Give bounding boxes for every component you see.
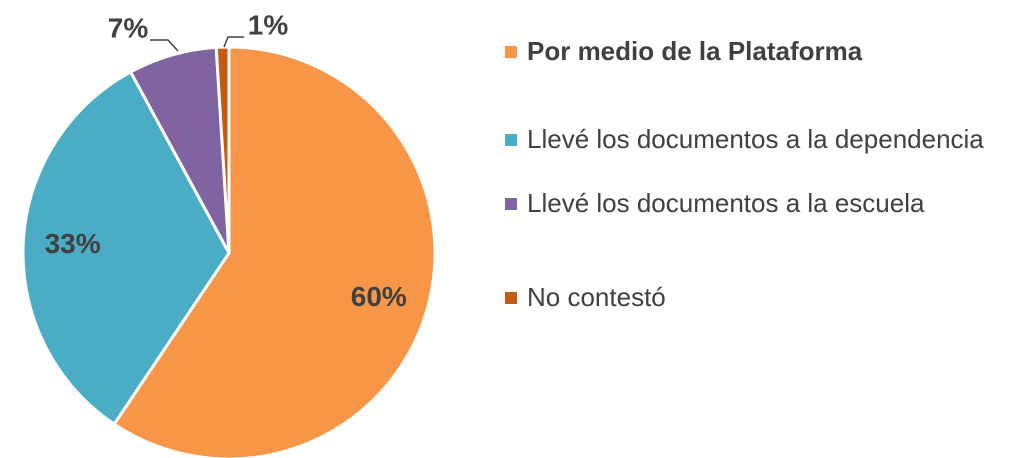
data-label: 7% — [108, 12, 149, 43]
legend-swatch — [505, 198, 517, 210]
data-label: 1% — [248, 9, 289, 40]
legend-swatch — [505, 46, 517, 58]
legend-label: No contestó — [527, 282, 666, 312]
pie-slice — [112, 45, 437, 458]
legend-swatch — [505, 134, 517, 146]
legend-label: Por medio de la Plataforma — [527, 36, 863, 66]
legend-entry: No contestó — [505, 280, 997, 314]
legend-entry: Llevé los documentos a la escuela — [505, 186, 997, 220]
legend-entry: Por medio de la Plataforma — [505, 34, 997, 68]
legend-swatch — [505, 292, 517, 304]
data-label: 60% — [351, 281, 407, 312]
leader-line — [223, 36, 244, 48]
leader-line — [150, 39, 179, 52]
legend-entry: Llevé los documentos a la dependencia — [505, 122, 997, 156]
chart: 60% 33% 7% 1% — [21, 9, 437, 458]
legend-label: Llevé los documentos a la dependencia — [527, 124, 984, 154]
pie-slice — [214, 45, 231, 254]
legend: Por medio de la Plataforma Llevé los docu… — [505, 34, 1005, 314]
legend-label: Llevé los documentos a la escuela — [527, 188, 925, 218]
data-label: 33% — [45, 228, 101, 259]
